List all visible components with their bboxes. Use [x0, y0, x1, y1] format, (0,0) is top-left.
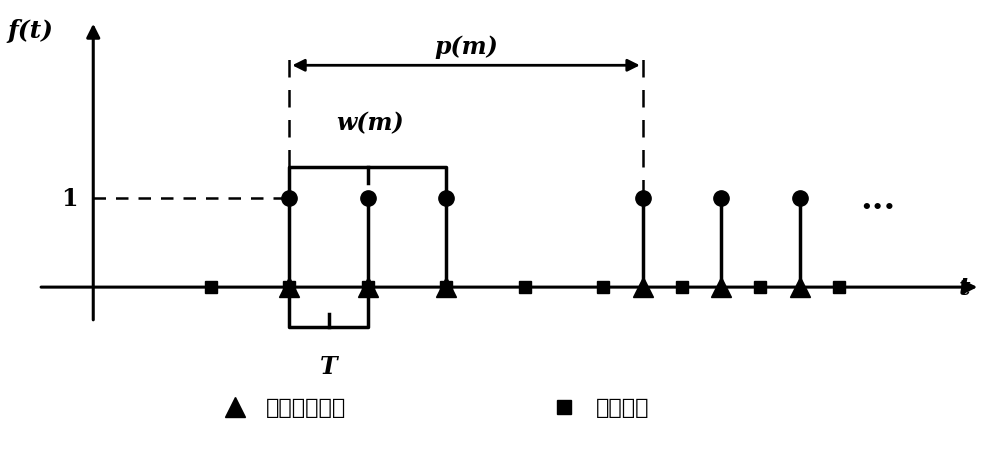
Text: p(m): p(m) — [434, 35, 498, 59]
Text: 目标发射信号: 目标发射信号 — [266, 397, 346, 417]
Text: 系统采样: 系统采样 — [596, 397, 649, 417]
Text: t: t — [959, 276, 970, 299]
Text: T: T — [320, 354, 338, 378]
Text: 1: 1 — [61, 187, 78, 211]
Text: f(t): f(t) — [7, 19, 53, 43]
Text: ...: ... — [860, 183, 896, 216]
Text: w(m): w(m) — [337, 111, 404, 135]
